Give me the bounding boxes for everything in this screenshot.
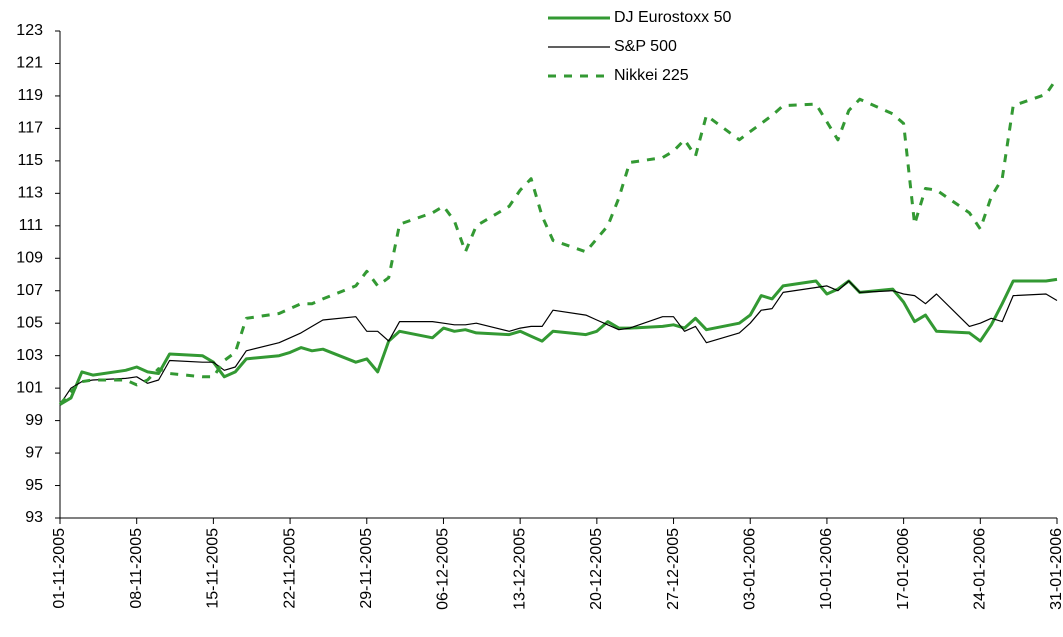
series-line <box>58 77 1059 406</box>
y-tick-label: 93 <box>25 509 43 526</box>
series-line <box>59 280 1058 405</box>
x-tick-label: 10-01-2006 <box>818 528 835 610</box>
y-tick-label: 105 <box>16 314 43 331</box>
y-tick-label: 107 <box>16 282 43 299</box>
x-tick-label: 24-01-2006 <box>972 528 989 610</box>
y-tick-label: 97 <box>25 444 43 461</box>
y-tick-label: 121 <box>16 55 43 72</box>
x-tick-label: 15-11-2005 <box>205 528 222 609</box>
x-tick-label: 29-11-2005 <box>358 528 375 609</box>
x-tick-label: 08-11-2005 <box>128 528 145 609</box>
x-tick-label: 01-11-2005 <box>51 528 68 609</box>
x-tick-label: 03-01-2006 <box>741 528 758 610</box>
legend-label: S&P 500 <box>614 38 677 55</box>
y-tick-label: 109 <box>16 249 43 266</box>
y-tick-label: 99 <box>25 412 43 429</box>
y-tick-label: 95 <box>25 477 43 494</box>
x-tick-label: 06-12-2005 <box>435 528 452 610</box>
x-tick-label: 20-12-2005 <box>588 528 605 610</box>
y-tick-label: 117 <box>17 120 43 137</box>
y-tick-label: 115 <box>17 152 43 169</box>
x-tick-label: 13-12-2005 <box>511 528 528 610</box>
y-tick-label: 119 <box>17 87 43 104</box>
y-tick-label: 103 <box>16 347 43 364</box>
y-tick-label: 123 <box>16 22 43 39</box>
x-tick-label: 22-11-2005 <box>281 528 298 609</box>
legend-label: DJ Eurostoxx 50 <box>614 9 731 26</box>
y-tick-label: 101 <box>16 379 43 396</box>
y-tick-label: 113 <box>17 185 43 202</box>
series-line <box>59 277 1058 406</box>
x-tick-label: 31-01-2006 <box>1048 528 1063 610</box>
x-tick-label: 27-12-2005 <box>665 528 682 610</box>
y-tick-label: 111 <box>19 217 43 234</box>
legend-label: Nikkei 225 <box>614 67 689 84</box>
x-tick-label: 17-01-2006 <box>895 528 912 610</box>
